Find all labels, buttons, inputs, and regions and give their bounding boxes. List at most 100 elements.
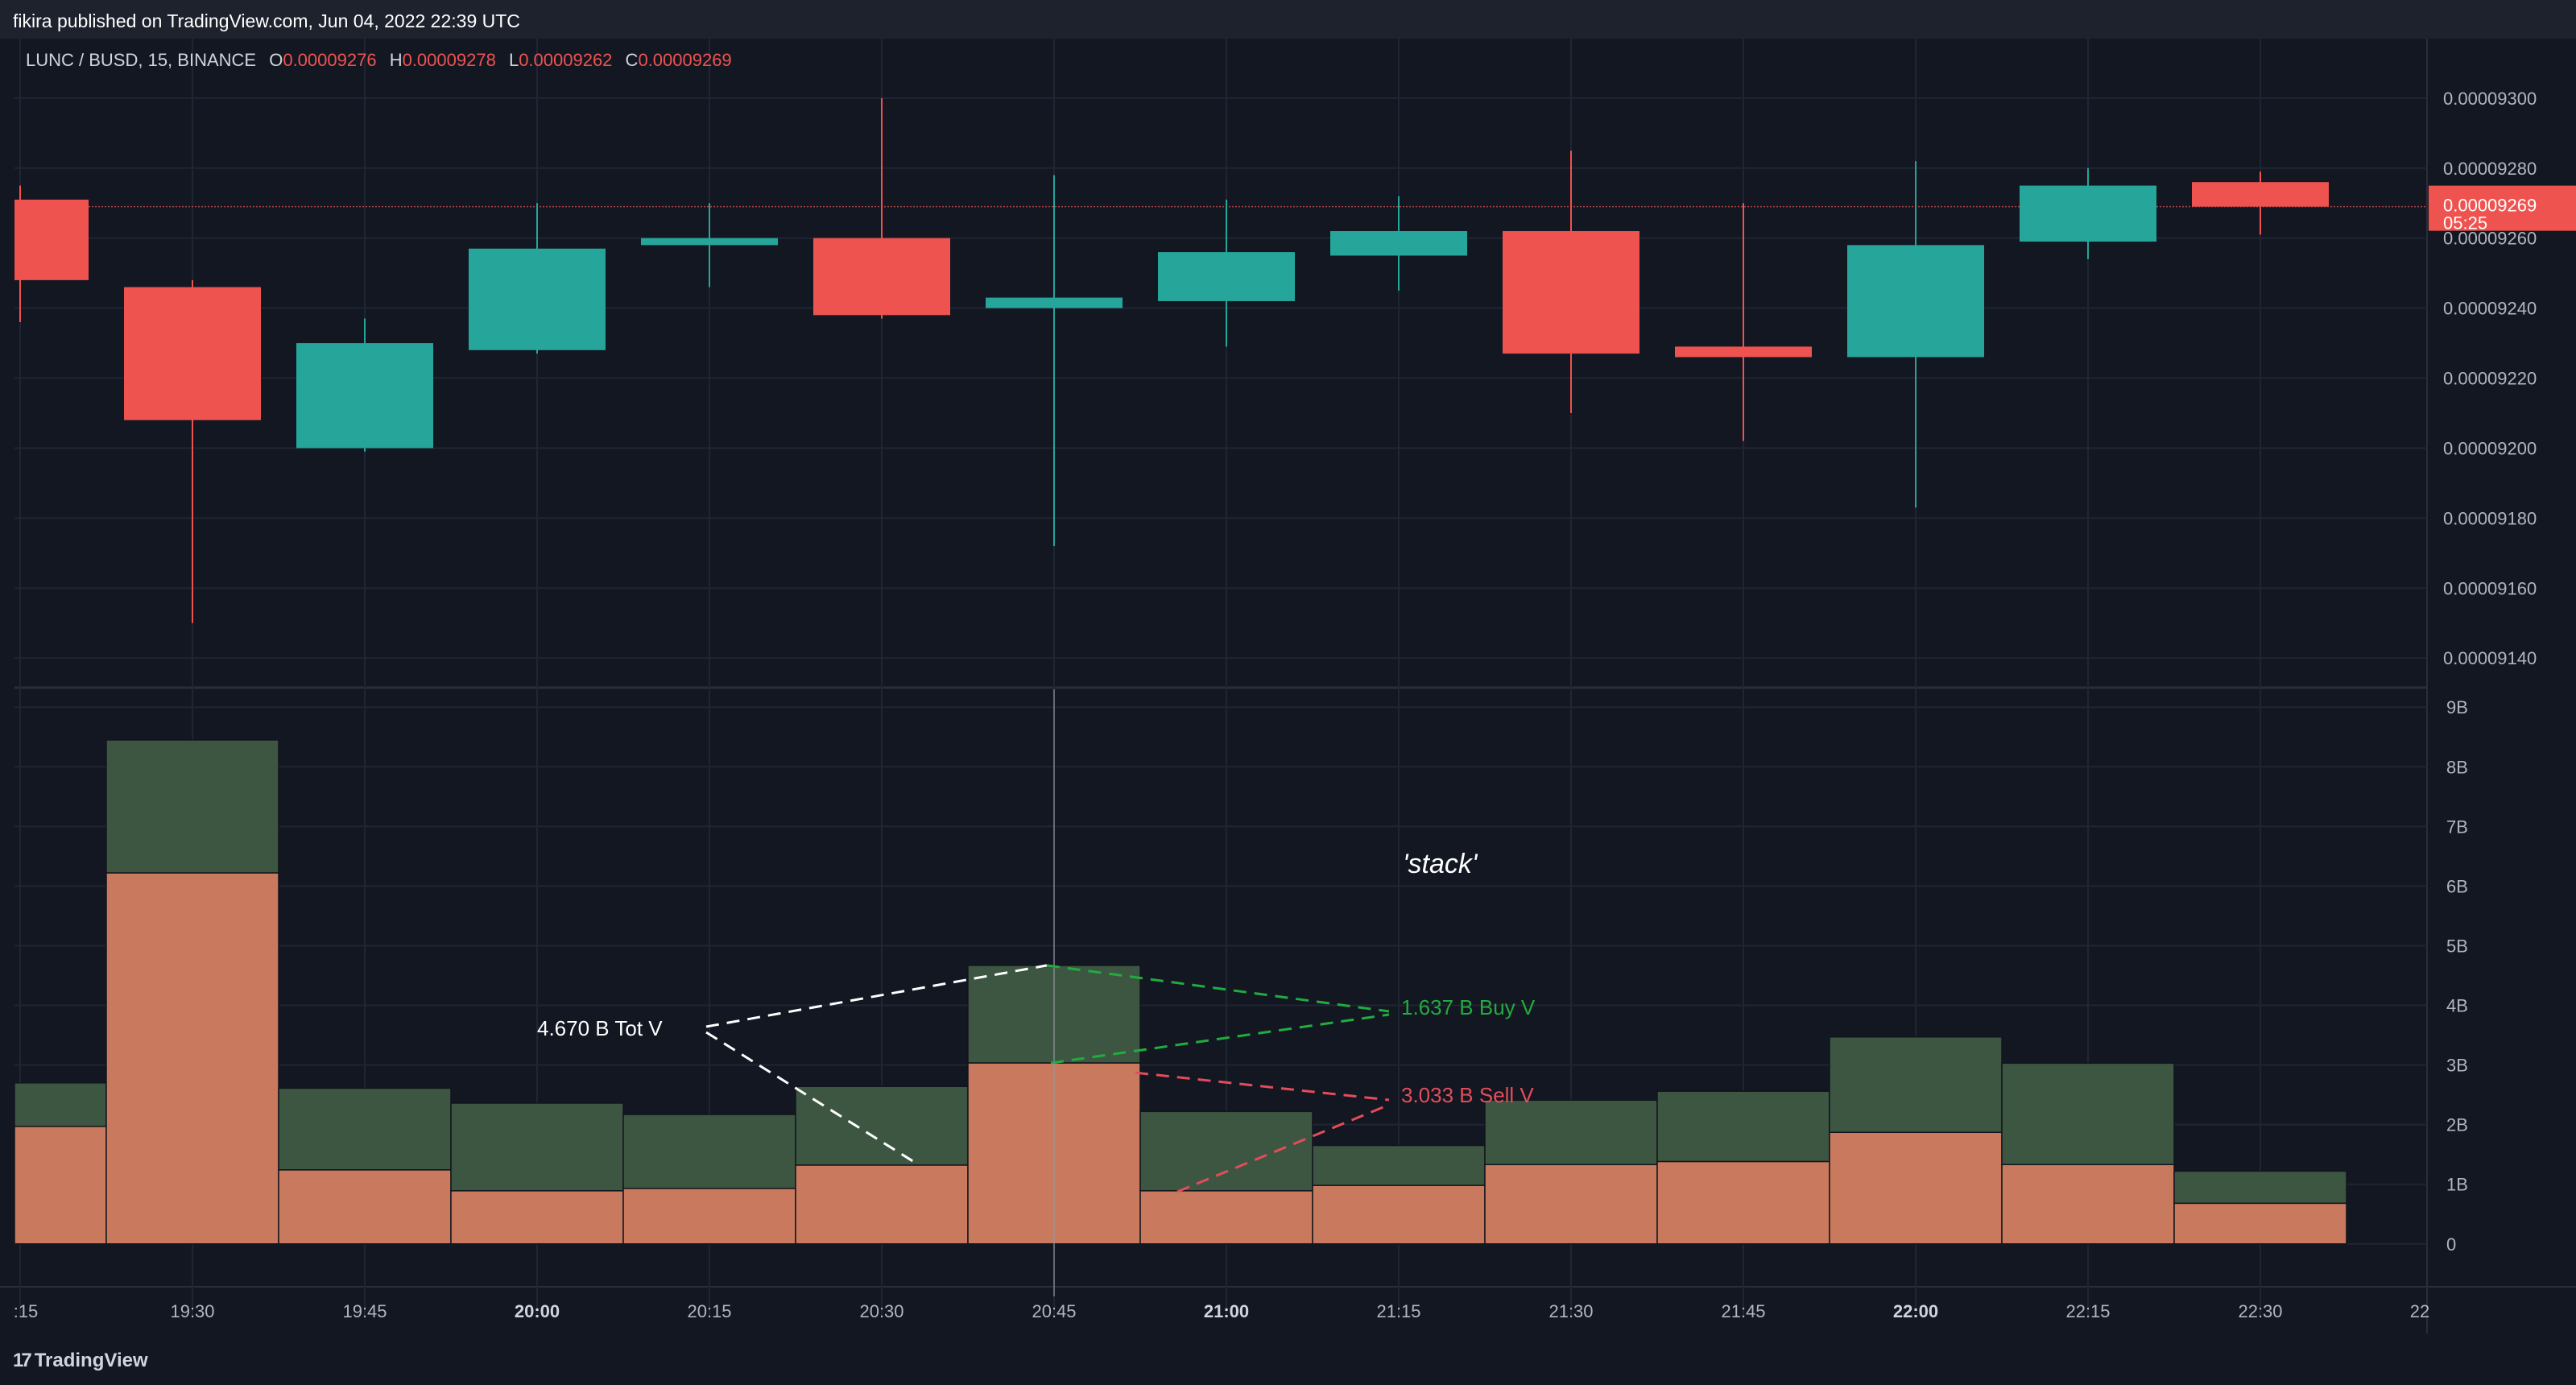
price-tick-label: 0.00009240 [2443,299,2537,319]
annotations: 'stack' 4.670 B Tot V 1.637 B Buy V 3.033 B… [537,689,1536,1296]
time-tick-label: 19:30 [170,1301,214,1321]
time-tick-label: 21:45 [1721,1301,1765,1321]
price-tick-label: 0.00009180 [2443,508,2537,528]
sell-volume-bar [278,1169,452,1245]
buy-volume-bar [450,1102,624,1192]
close-value: 0.00009269 [638,50,732,70]
volume-tick-label: 0 [2446,1234,2456,1255]
sell-volume-bar [622,1188,796,1245]
volume-tick-label: 9B [2446,697,2468,717]
candle-body [2192,182,2329,207]
tradingview-logo-icon: 17 [13,1350,32,1371]
buy-volume-bar [1656,1090,1830,1163]
time-axis: :15 19:30 19:45 20:00 20:15 20:30 20:45 21:00 21… [14,1301,2430,1321]
time-tick-label: 20:45 [1032,1301,1076,1321]
buy-volume-bar [795,1085,969,1166]
high-label: H [389,50,403,70]
candlestick-series [14,97,2329,623]
buy-volume-bar [2173,1170,2347,1205]
volume-series [14,739,2347,1245]
buy-volume-bar [278,1087,452,1171]
time-tick-label: :15 [14,1301,39,1321]
sell-volume-bar [1656,1160,1830,1245]
buy-pointer-top [1046,964,1390,1013]
price-badge-countdown: 05:25 [2443,213,2487,234]
volume-tick-label: 3B [2446,1056,2468,1076]
total-pointer-top [705,964,1048,1028]
buy-volume-bar [1312,1144,1486,1186]
candle-body [813,238,950,316]
volume-tick-label: 7B [2446,817,2468,837]
open-label: O [269,50,283,70]
low-label: L [508,50,519,70]
time-tick-label: 20:00 [515,1301,560,1321]
time-tick-label: 20:30 [859,1301,903,1321]
buy-volume-bar [1484,1099,1658,1166]
price-tick-label: 0.00009220 [2443,369,2537,389]
sell-volume-bar [1139,1190,1313,1245]
sell-volume-bar [2001,1164,2175,1245]
volume-tick-label: 2B [2446,1115,2468,1135]
high-value: 0.00009278 [402,50,496,70]
time-tick-label: 22:00 [1893,1301,1938,1321]
sell-volume-bar [2173,1202,2347,1245]
time-tick-label: 22 [2410,1301,2429,1321]
brand-name: TradingView [34,1350,148,1371]
buy-volume-bar [622,1114,796,1189]
sell-pointer-top [1135,1071,1390,1102]
volume-tick-label: 5B [2446,936,2468,956]
buy-pointer-bottom [1050,1013,1390,1065]
candle-body [1847,245,1984,358]
price-tick-label: 0.00009160 [2443,578,2537,598]
candle-body [14,199,89,280]
footer: 17 TradingView [0,1333,2576,1385]
time-tick-label: 21:00 [1204,1301,1249,1321]
stack-label: 'stack' [1403,849,1478,879]
publisher-line: fikira published on TradingView.com, Jun… [13,10,520,31]
volume-tick-label: 6B [2446,876,2468,896]
close-label: C [625,50,639,70]
sell-volume-bar [1829,1131,2003,1245]
sell-volume-bar [1484,1164,1658,1245]
sell-volume-bar [1312,1184,1486,1245]
buy-volume-bar [1829,1036,2003,1134]
buy-volume-bar [14,1082,107,1127]
price-tick-label: 0.00009260 [2443,229,2537,249]
symbol-name: LUNC / BUSD, 15, BINANCE [26,50,257,70]
price-tick-label: 0.00009300 [2443,89,2537,109]
time-tick-label: 21:15 [1376,1301,1420,1321]
volume-tick-label: 8B [2446,757,2468,777]
sell-volume-bar [14,1126,107,1245]
time-tick-label: 21:30 [1548,1301,1593,1321]
publisher-bar: fikira published on TradingView.com, Jun… [0,0,2576,39]
sell-volume-bar [450,1190,624,1245]
buy-volume-bar [105,739,279,874]
volume-tick-label: 1B [2446,1175,2468,1195]
buy-volume-label: 1.637 B Buy V [1401,995,1536,1019]
candle-body [641,238,778,246]
tradingview-logo[interactable]: 17 TradingView [13,1350,148,1372]
open-value: 0.00009276 [283,50,377,70]
price-tick-label: 0.00009140 [2443,648,2537,668]
candle-body [1503,231,1639,354]
price-axis: 0.00009140 0.00009160 0.00009180 0.00009200… [2429,89,2576,668]
candle-body [1675,346,1812,358]
price-tick-label: 0.00009280 [2443,159,2537,179]
sell-volume-bar [105,872,279,1245]
candle-body [296,343,433,449]
time-tick-label: 19:45 [342,1301,387,1321]
symbol-legend: LUNC / BUSD, 15, BINANCE O0.00009276 H0.… [26,50,732,71]
sell-volume-label: 3.033 B Sell V [1401,1083,1534,1107]
candle-body [986,297,1123,308]
time-tick-label: 20:15 [687,1301,731,1321]
candle-body [124,287,261,420]
sell-pointer-bottom [1176,1103,1390,1193]
candle-body [1158,252,1295,301]
candle-body [1330,231,1467,256]
price-badge [2429,185,2576,231]
low-value: 0.00009262 [519,50,613,70]
buy-volume-bar [2001,1062,2175,1166]
volume-tick-label: 4B [2446,996,2468,1016]
total-volume-label: 4.670 B Tot V [537,1016,663,1040]
